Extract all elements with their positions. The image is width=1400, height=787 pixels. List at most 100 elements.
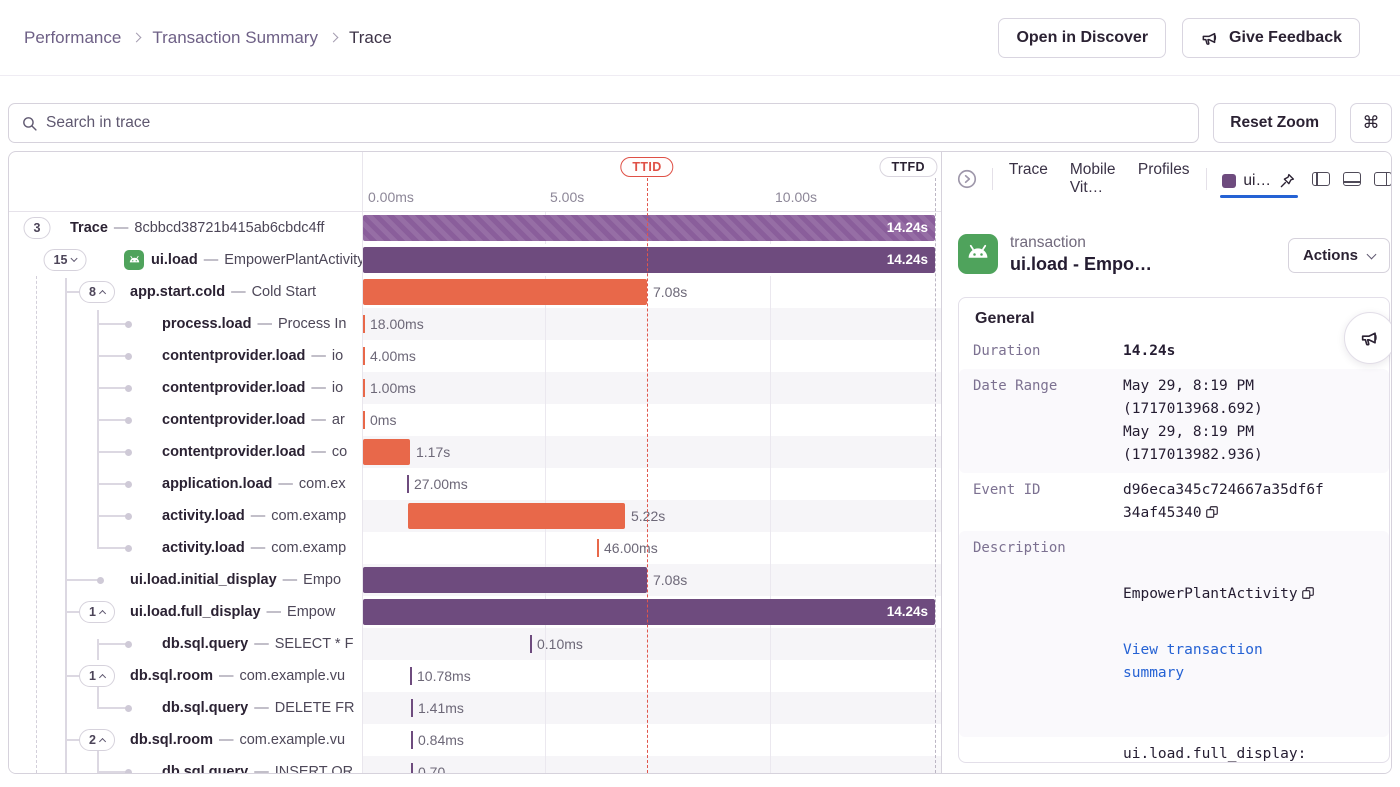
trace-row-bar-cell[interactable]: 1.00ms: [363, 372, 941, 404]
trace-row[interactable]: process.load — Process In 18.00ms: [9, 308, 941, 340]
span-duration-bar[interactable]: [363, 567, 647, 593]
trace-row[interactable]: db.sql.query — SELECT * F 0.10ms: [9, 628, 941, 660]
copy-description-button[interactable]: [1298, 586, 1315, 603]
expand-badge[interactable]: 2: [79, 729, 115, 751]
trace-row-label-cell[interactable]: contentprovider.load — io: [9, 372, 363, 404]
trace-row-bar-cell[interactable]: 1.17s: [363, 436, 941, 468]
trace-row-label-cell[interactable]: 8 app.start.cold — Cold Start: [9, 276, 363, 308]
trace-row[interactable]: 1 db.sql.room — com.example.vu 10.78ms: [9, 660, 941, 692]
span-duration-bar[interactable]: [408, 503, 625, 529]
expand-badge[interactable]: 1: [79, 665, 115, 687]
actions-button[interactable]: Actions: [1287, 238, 1390, 273]
search-input[interactable]: [46, 114, 1187, 132]
trace-row-bar-cell[interactable]: 0.70: [363, 756, 941, 773]
trace-row-label-cell[interactable]: contentprovider.load — ar: [9, 404, 363, 436]
open-in-discover-button[interactable]: Open in Discover: [998, 17, 1167, 58]
trace-row-bar-cell[interactable]: 7.08s: [363, 564, 941, 596]
trace-row-bar-cell[interactable]: 18.00ms: [363, 308, 941, 340]
breadcrumb-item-performance[interactable]: Performance: [24, 27, 122, 47]
trace-row-label-cell[interactable]: process.load — Process In: [9, 308, 363, 340]
search-box[interactable]: [8, 103, 1200, 143]
span-duration-tick[interactable]: [363, 411, 365, 429]
pin-icon[interactable]: [1278, 172, 1296, 190]
give-feedback-button[interactable]: Give Feedback: [1182, 17, 1360, 58]
trace-row-label-cell[interactable]: db.sql.query — SELECT * F: [9, 628, 363, 660]
span-duration-bar[interactable]: [363, 279, 647, 305]
trace-row-bar-cell[interactable]: 14.24s: [363, 596, 941, 628]
expand-badge[interactable]: 8: [79, 281, 115, 303]
tab-mobilevit[interactable]: Mobile Vit…: [1069, 161, 1116, 196]
trace-row-label-cell[interactable]: ui.load.initial_display — Empo: [9, 564, 363, 596]
trace-row-bar-cell[interactable]: 14.24s: [363, 244, 941, 276]
ttfd-badge[interactable]: TTFD: [879, 157, 937, 177]
trace-row-label-cell[interactable]: 3 Trace — 8cbbcd38721b415ab6cbdc4ff: [9, 212, 363, 244]
view-transaction-summary-link[interactable]: View transaction summary: [1123, 642, 1272, 681]
trace-row-bar-cell[interactable]: 14.24s: [363, 212, 941, 244]
trace-row-label-cell[interactable]: activity.load — com.examp: [9, 532, 363, 564]
trace-row-bar-cell[interactable]: 0.84ms: [363, 724, 941, 756]
layout-left-button[interactable]: [1311, 172, 1330, 186]
expand-badge[interactable]: 3: [23, 217, 51, 239]
reset-zoom-button[interactable]: Reset Zoom: [1213, 103, 1336, 143]
span-duration-tick[interactable]: [411, 699, 413, 717]
collapse-panel-button[interactable]: [956, 168, 978, 190]
trace-row-bar-cell[interactable]: 27.00ms: [363, 468, 941, 500]
trace-row[interactable]: db.sql.query — DELETE FR 1.41ms: [9, 692, 941, 724]
tab-trace[interactable]: Trace: [1008, 161, 1048, 178]
span-duration-tick[interactable]: [411, 731, 413, 749]
expand-badge[interactable]: 1: [79, 601, 115, 623]
trace-row-label-cell[interactable]: application.load — com.ex: [9, 468, 363, 500]
shortcut-button[interactable]: ⌘: [1350, 103, 1392, 143]
trace-row[interactable]: ui.load.initial_display — Empo 7.08s: [9, 564, 941, 596]
trace-row-label-cell[interactable]: 1 ui.load.full_display — Empow: [9, 596, 363, 628]
trace-row[interactable]: contentprovider.load — io 4.00ms: [9, 340, 941, 372]
trace-row-bar-cell[interactable]: 1.41ms: [363, 692, 941, 724]
trace-row[interactable]: contentprovider.load — co 1.17s: [9, 436, 941, 468]
trace-row-label-cell[interactable]: 2 db.sql.room — com.example.vu: [9, 724, 363, 756]
span-duration-tick[interactable]: [410, 667, 412, 685]
feedback-fab-button[interactable]: [1344, 312, 1391, 364]
trace-row-label-cell[interactable]: 1 db.sql.room — com.example.vu: [9, 660, 363, 692]
expand-badge[interactable]: 15: [43, 249, 87, 271]
trace-row[interactable]: 8 app.start.cold — Cold Start 7.08s: [9, 276, 941, 308]
span-duration-tick[interactable]: [363, 315, 365, 333]
trace-row-bar-cell[interactable]: 10.78ms: [363, 660, 941, 692]
trace-row-label-cell[interactable]: activity.load — com.examp: [9, 500, 363, 532]
layout-right-button[interactable]: [1373, 172, 1391, 186]
trace-row-bar-cell[interactable]: 0ms: [363, 404, 941, 436]
span-duration-tick[interactable]: [407, 475, 409, 493]
breadcrumb-item-transaction-summary[interactable]: Transaction Summary: [152, 27, 318, 47]
span-duration-tick[interactable]: [363, 347, 365, 365]
ttid-badge[interactable]: TTID: [620, 157, 674, 177]
trace-row-bar-cell[interactable]: 46.00ms: [363, 532, 941, 564]
layout-bottom-button[interactable]: [1342, 172, 1361, 186]
trace-row-label-cell[interactable]: db.sql.query — DELETE FR: [9, 692, 363, 724]
tab-active-span[interactable]: ui…: [1220, 168, 1298, 202]
trace-row[interactable]: db.sql.query — INSERT OR 0.70: [9, 756, 941, 773]
trace-row-bar-cell[interactable]: 5.22s: [363, 500, 941, 532]
span-duration-bar[interactable]: [363, 439, 410, 465]
span-duration-bar[interactable]: 14.24s: [363, 215, 935, 241]
trace-row-label-cell[interactable]: contentprovider.load — co: [9, 436, 363, 468]
tab-profiles[interactable]: Profiles: [1137, 161, 1190, 178]
trace-row-bar-cell[interactable]: 7.08s: [363, 276, 941, 308]
trace-row-label-cell[interactable]: contentprovider.load — io: [9, 340, 363, 372]
trace-row-label-cell[interactable]: 15 ui.load — EmpowerPlantActivity: [9, 244, 363, 276]
trace-row[interactable]: 1 ui.load.full_display — Empow 14.24s: [9, 596, 941, 628]
trace-row[interactable]: 15 ui.load — EmpowerPlantActivity 14.24s: [9, 244, 941, 276]
span-duration-tick[interactable]: [411, 763, 413, 773]
span-duration-tick[interactable]: [530, 635, 532, 653]
trace-row[interactable]: 2 db.sql.room — com.example.vu 0.84ms: [9, 724, 941, 756]
trace-row-bar-cell[interactable]: 0.10ms: [363, 628, 941, 660]
trace-row-bar-cell[interactable]: 4.00ms: [363, 340, 941, 372]
span-duration-tick[interactable]: [363, 379, 365, 397]
trace-row[interactable]: activity.load — com.examp 46.00ms: [9, 532, 941, 564]
trace-row[interactable]: activity.load — com.examp 5.22s: [9, 500, 941, 532]
trace-row[interactable]: contentprovider.load — io 1.00ms: [9, 372, 941, 404]
trace-row[interactable]: 3 Trace — 8cbbcd38721b415ab6cbdc4ff 14.24s: [9, 212, 941, 244]
span-duration-bar[interactable]: 14.24s: [363, 247, 935, 273]
trace-row[interactable]: application.load — com.ex 27.00ms: [9, 468, 941, 500]
copy-event-id-button[interactable]: [1202, 505, 1219, 522]
trace-row[interactable]: contentprovider.load — ar 0ms: [9, 404, 941, 436]
span-duration-bar[interactable]: 14.24s: [363, 599, 935, 625]
